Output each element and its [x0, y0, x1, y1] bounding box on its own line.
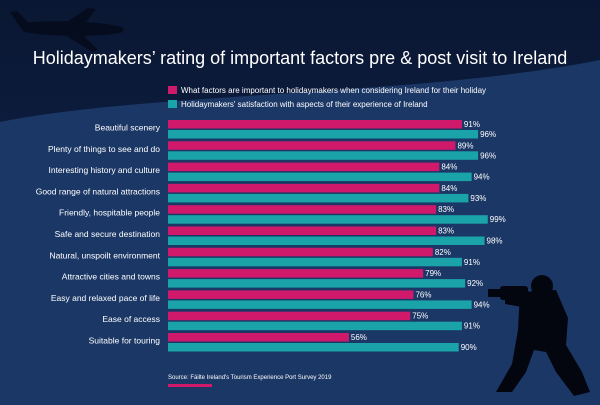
value-label-important: 84%	[441, 184, 457, 193]
bar-important	[168, 183, 440, 193]
airplane-silhouette	[10, 8, 124, 52]
category-label: Natural, unspoilt environment	[49, 250, 160, 260]
bar-satisfaction	[168, 193, 469, 203]
plot-area: Beautiful scenery 91%96%Plenty of things …	[36, 120, 506, 352]
value-label-satisfaction: 93%	[470, 194, 486, 203]
category-label: Friendly, hospitable people	[59, 208, 160, 218]
bar-satisfaction	[168, 236, 485, 245]
bar-important	[168, 290, 414, 299]
value-label-important: 84%	[441, 163, 457, 172]
legend-swatch-important	[168, 86, 177, 94]
category-label: Safe and secure destination	[55, 229, 161, 239]
category-label: Interesting history and culture	[48, 165, 160, 175]
bar-important	[168, 247, 433, 257]
value-label-important: 83%	[438, 205, 454, 214]
category-label: Attractive cities and towns	[62, 272, 160, 282]
value-label-satisfaction: 94%	[474, 173, 490, 182]
chart-title: Holidaymakers’ rating of important facto…	[33, 48, 568, 68]
bar-important	[168, 120, 462, 129]
value-label-important: 76%	[415, 290, 431, 299]
bar-important	[168, 269, 424, 278]
category-group: Beautiful scenery 91%96%	[95, 120, 496, 139]
value-label-satisfaction: 99%	[490, 215, 506, 224]
category-label: Ease of access	[102, 314, 160, 324]
value-label-satisfaction: 94%	[474, 300, 490, 309]
category-label: Easy and relaxed pace of life	[51, 293, 160, 303]
category-group: Ease of access 75% 91%	[102, 311, 480, 331]
bar-satisfaction	[168, 130, 479, 139]
bar-satisfaction	[168, 151, 479, 160]
legend-label-important: What factors are important to holidaymak…	[181, 86, 486, 95]
photographer-silhouette	[488, 275, 590, 396]
value-label-satisfaction: 90%	[461, 343, 477, 352]
value-label-important: 91%	[464, 120, 480, 129]
value-label-important: 83%	[438, 227, 454, 236]
value-label-important: 89%	[457, 141, 473, 150]
category-label: Beautiful scenery	[95, 123, 161, 133]
bar-satisfaction	[168, 215, 488, 224]
category-group: Safe and secure destination 83% 98%	[55, 226, 503, 246]
category-group: Attractive cities and towns 79% 92%	[62, 269, 483, 288]
value-label-satisfaction: 92%	[467, 279, 483, 288]
category-label: Plenty of things to see and do	[48, 144, 160, 154]
category-group: Easy and relaxed pace of life 76% 94%	[51, 290, 490, 309]
bar-important	[168, 162, 440, 172]
value-label-satisfaction: 91%	[464, 258, 480, 267]
bar-important	[168, 333, 349, 342]
category-group: Interesting history and culture 84% 94%	[48, 162, 490, 182]
category-group: Friendly, hospitable people 83% 99%	[59, 205, 506, 224]
value-label-important: 56%	[351, 333, 367, 342]
bar-important	[168, 205, 437, 214]
legend-swatch-satisfaction	[168, 100, 177, 108]
bar-satisfaction	[168, 343, 459, 352]
bar-satisfaction	[168, 172, 472, 182]
bar-satisfaction	[168, 257, 462, 267]
bar-important	[168, 311, 411, 321]
source-note: Source: Fáilte Ireland's Tourism Experie…	[168, 375, 332, 381]
bar-satisfaction	[168, 279, 466, 288]
category-group: Suitable for touring 56% 90%	[89, 333, 477, 352]
value-label-satisfaction: 98%	[487, 237, 503, 246]
legend: What factors are important to holidaymak…	[168, 86, 486, 109]
category-label: Good range of natural attractions	[36, 186, 160, 196]
category-label: Suitable for touring	[89, 336, 161, 346]
value-label-satisfaction: 96%	[480, 151, 496, 160]
legend-label-satisfaction: Holidaymakers' satisfaction with aspects…	[181, 100, 428, 109]
value-label-important: 82%	[435, 248, 451, 257]
bar-important	[168, 226, 437, 235]
bar-satisfaction	[168, 321, 462, 331]
bar-important	[168, 141, 456, 150]
category-group: Plenty of things to see and do 89% 96%	[48, 141, 496, 160]
bar-satisfaction	[168, 300, 472, 309]
value-label-important: 75%	[412, 312, 428, 321]
value-label-satisfaction: 91%	[464, 322, 480, 331]
source-underline	[168, 384, 212, 387]
category-group: Good range of natural attractions 84% 93%	[36, 183, 486, 203]
value-label-satisfaction: 96%	[480, 130, 496, 139]
value-label-important: 79%	[425, 269, 441, 278]
category-group: Natural, unspoilt environment 82% 91%	[49, 247, 480, 267]
